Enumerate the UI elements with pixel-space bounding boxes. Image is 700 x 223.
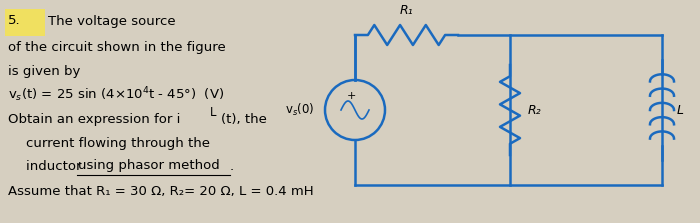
Text: R₂: R₂: [528, 103, 542, 116]
Text: is given by: is given by: [8, 64, 81, 78]
FancyBboxPatch shape: [5, 9, 45, 36]
Text: The voltage source: The voltage source: [48, 14, 176, 27]
Text: using phasor method: using phasor method: [78, 159, 220, 173]
Text: L: L: [210, 106, 216, 119]
Text: current flowing through the: current flowing through the: [26, 136, 210, 149]
Text: inductor: inductor: [26, 159, 85, 173]
Text: v$_s$(t) = 25 sin (4×10$^4$t - 45°)  (V): v$_s$(t) = 25 sin (4×10$^4$t - 45°) (V): [8, 86, 224, 104]
Text: R₁: R₁: [400, 4, 413, 17]
Text: Assume that R₁ = 30 Ω, R₂= 20 Ω, L = 0.4 mH: Assume that R₁ = 30 Ω, R₂= 20 Ω, L = 0.4…: [8, 184, 314, 198]
Text: v$_s$(0): v$_s$(0): [286, 102, 315, 118]
Text: L: L: [677, 103, 684, 116]
Text: of the circuit shown in the figure: of the circuit shown in the figure: [8, 41, 225, 54]
Text: .: .: [230, 159, 234, 173]
Text: 5.: 5.: [8, 14, 20, 27]
Text: Obtain an expression for i: Obtain an expression for i: [8, 112, 181, 126]
Text: (t), the: (t), the: [221, 112, 267, 126]
Text: +: +: [346, 91, 356, 101]
